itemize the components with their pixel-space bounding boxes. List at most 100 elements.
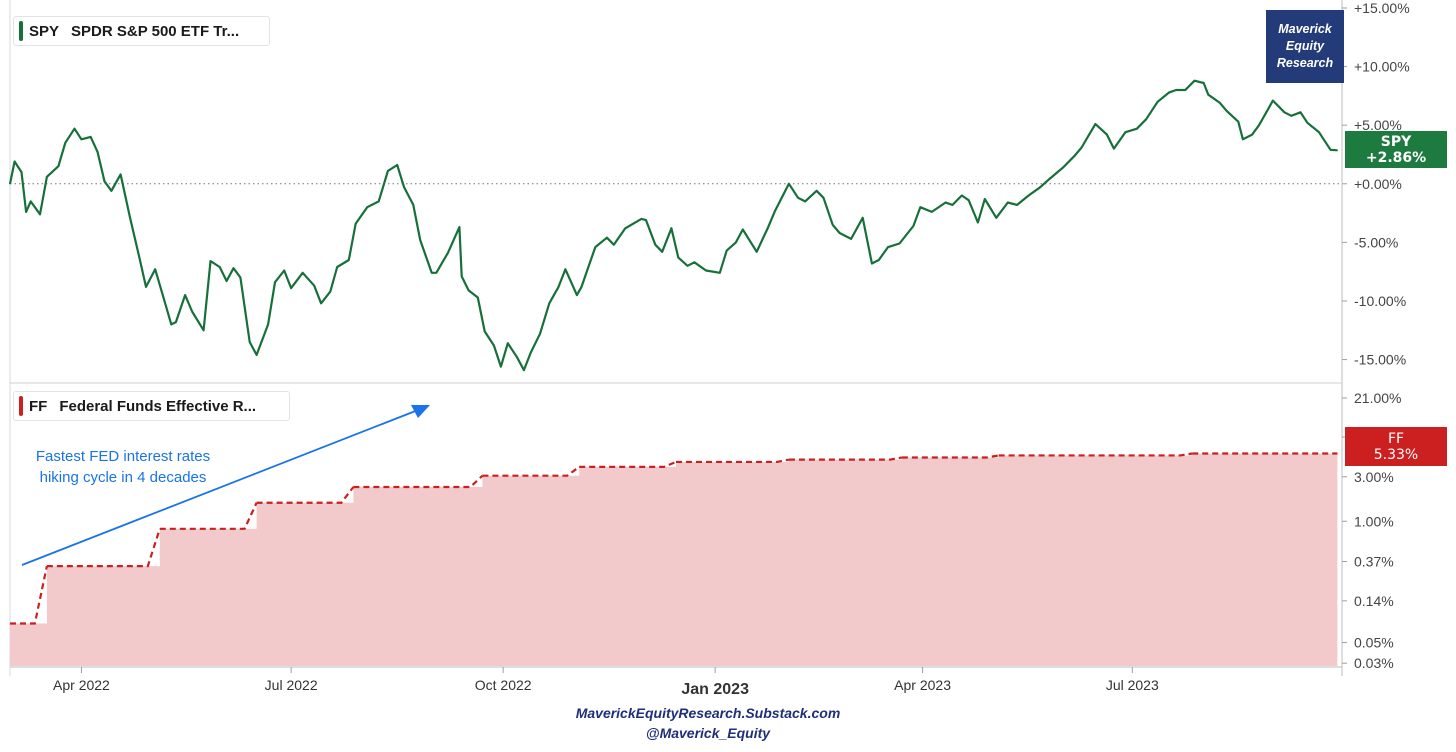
spy-data-point — [1062, 166, 1064, 168]
ff-y-tick-label: 3.00% — [1354, 469, 1394, 485]
spy-data-point — [170, 323, 172, 325]
axes-layer: +15.00% +10.00% +5.00% +0.00% -5.00% -10.00% -… — [9, 0, 1410, 698]
spy-data-point — [606, 237, 608, 239]
spy-value-badge: SPY +2.86% — [1345, 131, 1447, 168]
spy-data-point — [219, 266, 221, 268]
spy-y-tick-label: -10.00% — [1354, 293, 1406, 309]
spy-data-point — [1272, 100, 1274, 102]
spy-data-point — [822, 197, 825, 199]
annotation-text: Fastest FED interest rates hiking cycle … — [18, 446, 228, 488]
ff-step-segment — [676, 458, 790, 464]
ff-legend[interactable]: FF Federal Funds Effective R... — [13, 391, 290, 421]
spy-data-point — [767, 226, 769, 228]
spy-data-point — [1283, 111, 1285, 113]
spy-data-point — [1306, 122, 1308, 124]
ff-step-segment — [901, 454, 999, 459]
spy-y-tick-label: +5.00% — [1354, 117, 1402, 133]
annotation-line-1: Fastest FED interest rates — [35, 448, 211, 465]
ff-y-tick-label: 0.14% — [1354, 593, 1394, 609]
spy-data-point — [154, 268, 156, 270]
spy-legend[interactable]: SPY SPDR S&P 500 ETF Tr... — [13, 16, 270, 46]
spy-data-point — [256, 354, 258, 356]
spy-data-point — [726, 250, 728, 252]
spy-data-point — [1039, 186, 1041, 188]
spy-data-point — [1016, 204, 1018, 206]
spy-data-point — [878, 259, 880, 261]
spy-y-tick-label: +15.00% — [1354, 0, 1410, 16]
spy-data-point — [500, 366, 502, 368]
spy-data-point — [20, 171, 23, 173]
spy-data-point — [523, 369, 525, 371]
spy-data-point — [290, 287, 292, 289]
spy-data-point — [1113, 148, 1115, 150]
spy-data-point — [1048, 178, 1050, 180]
spy-data-point — [203, 329, 205, 331]
ff-step-segment — [46, 528, 161, 568]
spy-data-point — [1219, 102, 1221, 104]
spy-data-point — [184, 294, 186, 296]
spy-data-point — [1136, 128, 1138, 130]
spy-data-point — [539, 333, 541, 335]
spy-data-point — [387, 170, 389, 172]
spy-data-point — [64, 142, 66, 144]
spy-data-point — [1074, 155, 1076, 157]
ff-step-segment — [579, 460, 677, 468]
spy-data-point — [348, 259, 350, 261]
ff-step-segment — [159, 502, 258, 530]
spy-data-point — [557, 286, 560, 288]
spy-data-point — [209, 260, 212, 262]
annotation-arrow — [21, 405, 430, 566]
ff-plot — [10, 452, 1338, 666]
spy-data-point — [46, 176, 48, 178]
spy-data-point — [249, 341, 251, 343]
spy-data-point — [1237, 121, 1239, 123]
spy-data-point — [274, 281, 276, 283]
spy-data-point — [580, 286, 583, 288]
spy-data-point — [431, 272, 433, 274]
spy-data-point — [9, 183, 11, 185]
spy-data-point — [912, 225, 915, 227]
spy-data-point — [1226, 110, 1228, 112]
spy-data-point — [468, 289, 470, 291]
brand-line-1: Maverick — [1278, 22, 1332, 36]
spy-data-point — [1157, 101, 1159, 103]
annotation-arrow-head — [411, 405, 430, 418]
spy-data-point — [30, 200, 32, 202]
spy-data-point — [1007, 201, 1009, 204]
spy-data-point — [1242, 138, 1244, 140]
spy-data-point — [25, 211, 27, 213]
spy-data-point — [1168, 91, 1170, 93]
x-tick-label: Apr 2022 — [53, 677, 110, 693]
spy-data-point — [1087, 135, 1090, 137]
x-tick-label: Jul 2023 — [1106, 677, 1159, 693]
spy-legend-symbol: SPY — [29, 22, 60, 40]
spy-data-point — [661, 251, 663, 253]
spy-data-point — [613, 244, 615, 246]
annotation-arrow-shaft — [21, 409, 419, 566]
spy-data-point — [735, 241, 737, 243]
spy-data-point — [1329, 149, 1332, 151]
spy-data-point — [14, 160, 16, 163]
spy-data-point — [1299, 111, 1302, 113]
spy-data-point — [832, 224, 834, 226]
spy-data-point — [302, 272, 304, 274]
spy-data-point — [931, 211, 933, 213]
spy-data-point — [898, 242, 901, 245]
spy-data-point — [742, 228, 744, 231]
spy-badge-value: +2.86% — [1365, 149, 1427, 166]
brand-logo: Maverick Equity Research — [1266, 10, 1344, 83]
spy-data-point — [97, 151, 99, 153]
spy-data-point — [138, 255, 140, 257]
ff-legend-name: Federal Funds Effective R... — [59, 397, 257, 415]
spy-data-point — [1267, 108, 1269, 110]
spy-data-point — [670, 227, 673, 229]
spy-data-point — [175, 321, 177, 323]
ff-value-badge: FF 5.33% — [1345, 427, 1447, 466]
spy-data-point — [320, 302, 322, 304]
spy-data-point — [1145, 118, 1147, 120]
spy-data-point — [1207, 94, 1209, 96]
spy-data-point — [1318, 131, 1320, 133]
spy-data-point — [850, 238, 852, 240]
spy-data-point — [1258, 124, 1260, 126]
spy-data-point — [396, 164, 398, 166]
